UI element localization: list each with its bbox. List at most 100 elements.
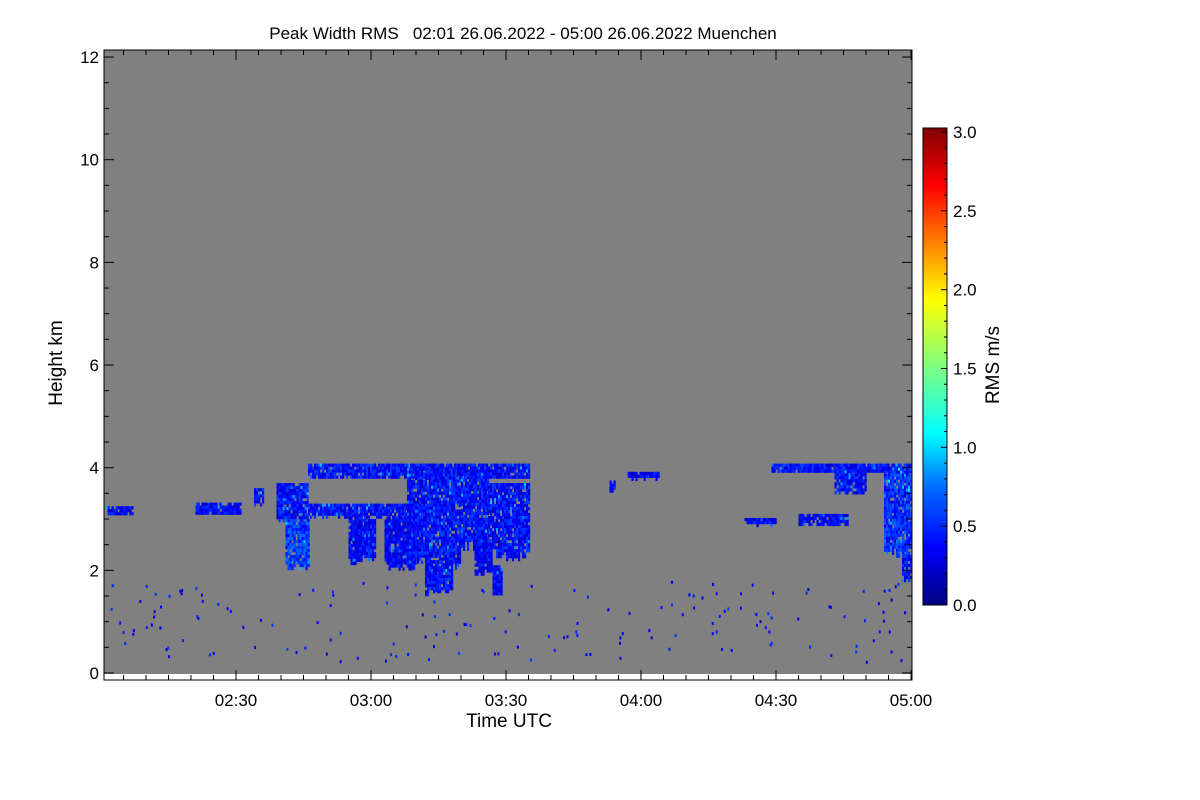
echo-cell [486, 469, 489, 473]
echo-cell [350, 558, 353, 563]
echo-cell [504, 516, 507, 520]
echo-cell [524, 528, 527, 532]
echo-cell [828, 516, 831, 521]
echo-cell [358, 555, 361, 560]
echo-cell [290, 507, 293, 511]
echo-cell [307, 522, 310, 526]
echo-cell [900, 518, 903, 522]
echo-cell [400, 509, 403, 513]
echo-cell [508, 466, 511, 470]
echo-cell [303, 522, 306, 526]
echo-cell [455, 563, 458, 567]
noise-pixel [576, 622, 579, 626]
echo-cell [386, 506, 389, 510]
noise-pixel [566, 635, 569, 639]
echo-cell [296, 489, 299, 493]
echo-cell [526, 531, 529, 535]
echo-cell [475, 484, 478, 489]
echo-cell [348, 472, 351, 476]
echo-cell [774, 520, 777, 525]
echo-cell [431, 539, 434, 543]
echo-cell [846, 488, 849, 492]
echo-cell [425, 527, 428, 531]
echo-cell [449, 527, 452, 531]
echo-cell [280, 498, 283, 502]
echo-cell [111, 512, 114, 516]
echo-cell [262, 488, 265, 492]
echo-cell [431, 566, 434, 570]
echo-cell [358, 463, 361, 467]
echo-cell [840, 488, 843, 492]
echo-cell [498, 469, 501, 473]
echo-cell [398, 540, 401, 544]
echo-cell [639, 474, 642, 478]
echo-cell [431, 533, 434, 537]
echo-cell [494, 472, 497, 476]
echo-cell [433, 590, 436, 594]
echo-cell [451, 491, 454, 495]
echo-cell [301, 528, 304, 532]
echo-cell [435, 539, 438, 543]
echo-cell [307, 543, 310, 547]
echo-cell [293, 555, 296, 559]
echo-cell [390, 558, 393, 562]
echo-cell [221, 502, 224, 506]
echo-cell [407, 539, 410, 543]
echo-cell [402, 466, 405, 470]
echo-cell [471, 523, 474, 528]
echo-cell [459, 518, 462, 522]
echo-cell [506, 540, 509, 544]
echo-cell [910, 476, 912, 480]
echo-cell [496, 504, 499, 508]
echo-cell [435, 551, 438, 555]
echo-cell [806, 516, 809, 521]
echo-cell [455, 539, 458, 543]
echo-cell [211, 508, 214, 512]
echo-cell [906, 485, 909, 489]
echo-cell [476, 554, 479, 558]
echo-cell [407, 503, 410, 507]
echo-cell [382, 466, 385, 470]
echo-cell [494, 528, 497, 532]
echo-cell [441, 473, 444, 477]
echo-cell [494, 486, 497, 490]
echo-cell [840, 516, 843, 521]
echo-cell [308, 506, 311, 510]
echo-cell [425, 563, 428, 567]
echo-cell [484, 545, 487, 549]
noise-pixel [421, 613, 424, 617]
echo-cell [445, 473, 448, 477]
echo-cell [299, 525, 302, 529]
echo-cell [310, 515, 313, 519]
echo-cell [526, 513, 529, 517]
echo-cell [413, 479, 416, 483]
echo-cell [294, 507, 297, 511]
echo-cell [308, 463, 311, 467]
echo-cell [201, 511, 204, 515]
echo-cell [417, 503, 420, 507]
echo-cell [492, 510, 495, 514]
echo-cell [299, 522, 302, 526]
echo-cell [449, 557, 452, 561]
echo-cell [431, 467, 434, 471]
echo-cell [411, 494, 414, 498]
echo-cell [421, 530, 424, 534]
echo-cell [512, 546, 515, 550]
echo-cell [282, 504, 285, 508]
echo-cell [304, 483, 307, 487]
echo-cell [427, 578, 430, 582]
echo-cell [372, 475, 375, 479]
echo-cell [308, 509, 311, 513]
echo-cell [496, 469, 499, 473]
echo-cell [310, 506, 313, 510]
echo-cell [904, 500, 907, 504]
echo-cell [860, 479, 863, 483]
echo-cell [842, 482, 845, 486]
echo-cell [514, 472, 517, 476]
echo-cell [427, 593, 430, 597]
echo-cell [109, 509, 112, 513]
echo-cell [330, 506, 333, 510]
echo-cell [463, 505, 466, 510]
echo-cell [775, 463, 778, 467]
echo-cell [209, 502, 212, 506]
